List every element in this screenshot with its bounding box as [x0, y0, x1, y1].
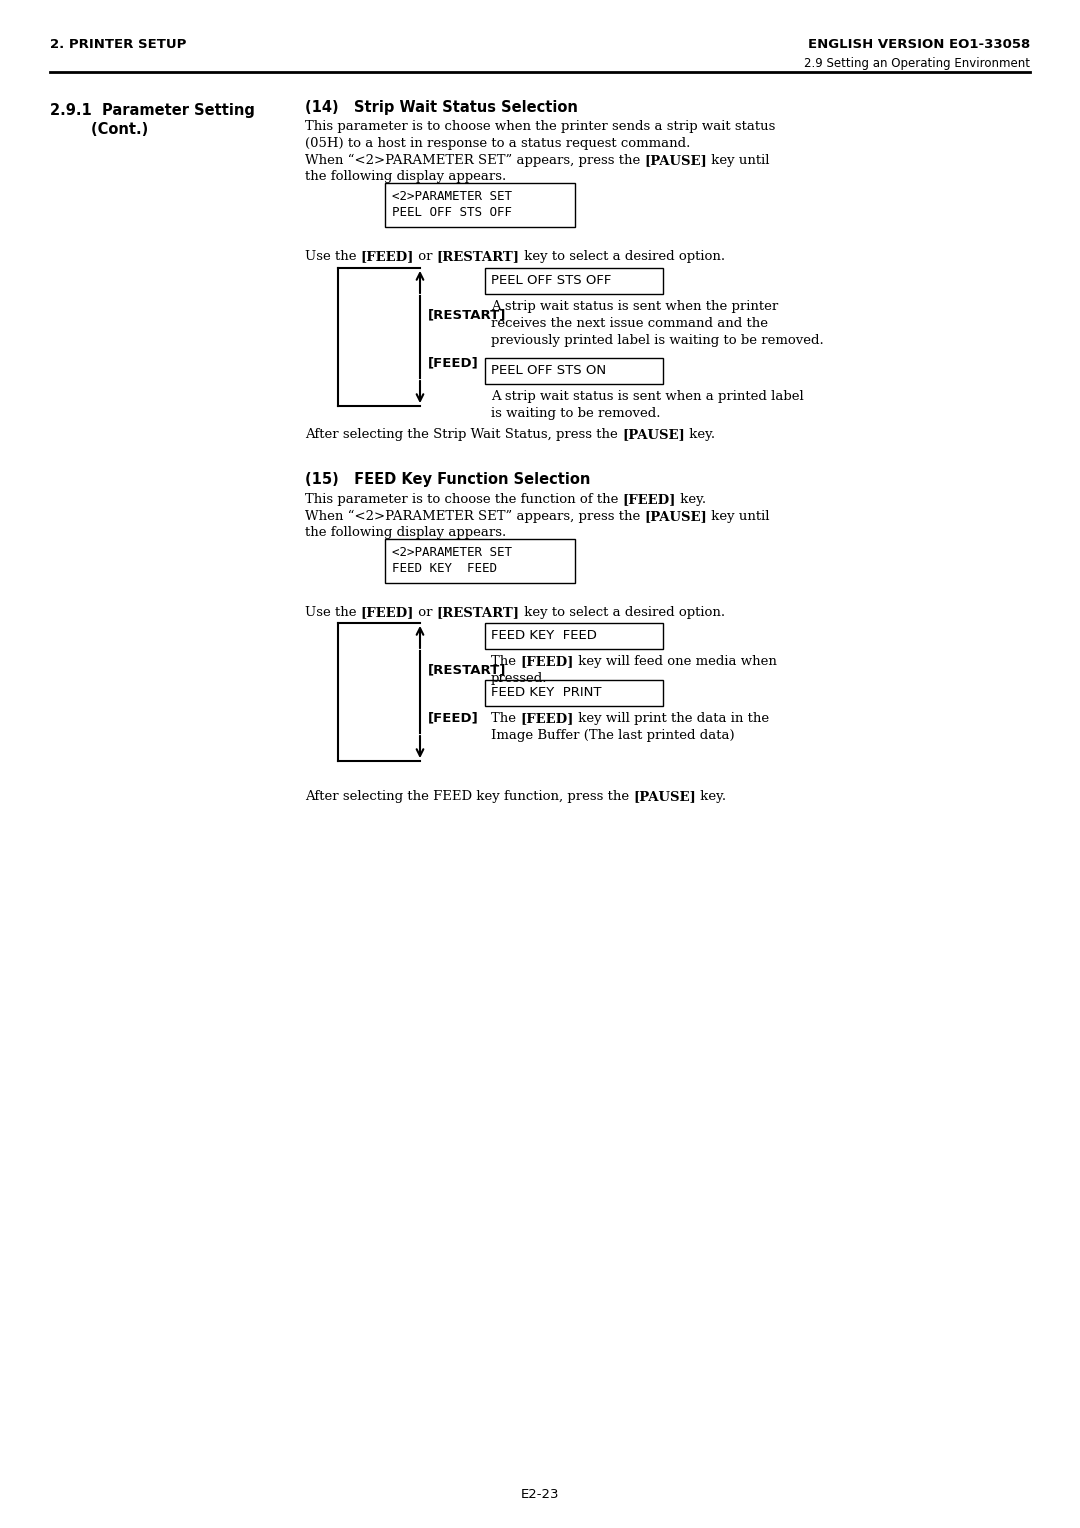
Text: The: The	[491, 656, 521, 668]
Text: A strip wait status is sent when the printer: A strip wait status is sent when the pri…	[491, 299, 779, 313]
Bar	[485, 680, 663, 706]
Text: key to select a desired option.: key to select a desired option.	[519, 251, 725, 263]
Text: PEEL OFF STS OFF: PEEL OFF STS OFF	[491, 274, 611, 287]
Text: After selecting the FEED key function, press the: After selecting the FEED key function, p…	[305, 790, 633, 804]
Text: E2-23: E2-23	[521, 1488, 559, 1500]
Text: key until: key until	[707, 510, 770, 523]
Text: is waiting to be removed.: is waiting to be removed.	[491, 406, 661, 420]
Text: [FEED]: [FEED]	[428, 356, 478, 368]
Text: [PAUSE]: [PAUSE]	[645, 510, 707, 523]
Text: [FEED]: [FEED]	[361, 251, 414, 263]
Text: Use the: Use the	[305, 607, 361, 619]
Text: This parameter is to choose when the printer sends a strip wait status: This parameter is to choose when the pri…	[305, 121, 775, 133]
Text: key.: key.	[676, 494, 706, 506]
Text: previously printed label is waiting to be removed.: previously printed label is waiting to b…	[491, 335, 824, 347]
Text: (05H) to a host in response to a status request command.: (05H) to a host in response to a status …	[305, 138, 690, 150]
Text: the following display appears.: the following display appears.	[305, 526, 507, 539]
Text: key.: key.	[697, 790, 726, 804]
Bar	[384, 539, 575, 584]
Text: Use the: Use the	[305, 251, 361, 263]
Text: [FEED]: [FEED]	[361, 607, 414, 619]
Text: [PAUSE]: [PAUSE]	[622, 428, 685, 442]
Text: <2>PARAMETER SET: <2>PARAMETER SET	[392, 189, 512, 203]
Text: PEEL OFF STS OFF: PEEL OFF STS OFF	[392, 206, 512, 219]
Text: FEED KEY  FEED: FEED KEY FEED	[491, 630, 597, 642]
Text: key will feed one media when: key will feed one media when	[573, 656, 777, 668]
Text: ENGLISH VERSION EO1-33058: ENGLISH VERSION EO1-33058	[808, 38, 1030, 50]
Text: [PAUSE]: [PAUSE]	[633, 790, 697, 804]
Text: PEEL OFF STS ON: PEEL OFF STS ON	[491, 364, 606, 377]
Text: key will print the data in the: key will print the data in the	[573, 712, 769, 724]
Text: (14)   Strip Wait Status Selection: (14) Strip Wait Status Selection	[305, 99, 578, 115]
Text: <2>PARAMETER SET: <2>PARAMETER SET	[392, 545, 512, 559]
Text: FEED KEY  PRINT: FEED KEY PRINT	[491, 686, 602, 698]
Text: key.: key.	[685, 428, 715, 442]
Text: (Cont.): (Cont.)	[50, 122, 148, 138]
Text: [PAUSE]: [PAUSE]	[645, 154, 707, 167]
Text: This parameter is to choose the function of the: This parameter is to choose the function…	[305, 494, 623, 506]
Text: When “<2>PARAMETER SET” appears, press the: When “<2>PARAMETER SET” appears, press t…	[305, 510, 645, 523]
Text: When “<2>PARAMETER SET” appears, press the: When “<2>PARAMETER SET” appears, press t…	[305, 154, 645, 167]
Text: [FEED]: [FEED]	[623, 494, 676, 506]
Text: [RESTART]: [RESTART]	[428, 309, 507, 321]
Text: After selecting the Strip Wait Status, press the: After selecting the Strip Wait Status, p…	[305, 428, 622, 442]
Text: A strip wait status is sent when a printed label: A strip wait status is sent when a print…	[491, 390, 804, 403]
Text: the following display appears.: the following display appears.	[305, 170, 507, 183]
Text: FEED KEY  FEED: FEED KEY FEED	[392, 562, 497, 575]
Text: receives the next issue command and the: receives the next issue command and the	[491, 316, 768, 330]
Text: or: or	[414, 607, 437, 619]
Text: pressed.: pressed.	[491, 672, 548, 685]
Text: or: or	[414, 251, 437, 263]
Text: key to select a desired option.: key to select a desired option.	[519, 607, 725, 619]
Text: [FEED]: [FEED]	[521, 656, 573, 668]
Text: 2. PRINTER SETUP: 2. PRINTER SETUP	[50, 38, 187, 50]
Text: 2.9.1  Parameter Setting: 2.9.1 Parameter Setting	[50, 102, 255, 118]
Text: [RESTART]: [RESTART]	[437, 251, 519, 263]
Bar	[485, 358, 663, 384]
Text: 2.9 Setting an Operating Environment: 2.9 Setting an Operating Environment	[804, 57, 1030, 70]
Bar	[485, 267, 663, 293]
Bar	[485, 623, 663, 649]
Text: [FEED]: [FEED]	[521, 712, 573, 724]
Text: [FEED]: [FEED]	[428, 711, 478, 724]
Text: Image Buffer (The last printed data): Image Buffer (The last printed data)	[491, 729, 734, 743]
Bar	[384, 183, 575, 228]
Text: key until: key until	[707, 154, 770, 167]
Text: [RESTART]: [RESTART]	[428, 663, 507, 675]
Text: [RESTART]: [RESTART]	[437, 607, 519, 619]
Text: (15)   FEED Key Function Selection: (15) FEED Key Function Selection	[305, 472, 591, 487]
Text: The: The	[491, 712, 521, 724]
